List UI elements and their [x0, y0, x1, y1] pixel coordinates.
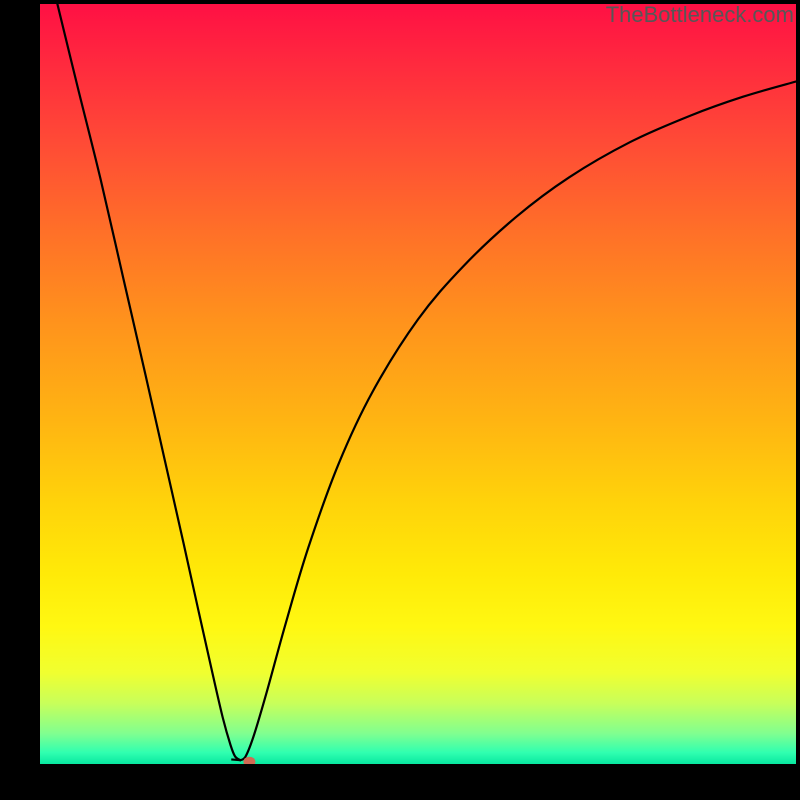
curve-left-branch	[57, 4, 240, 760]
curve-right-branch	[240, 82, 796, 761]
bottleneck-curve	[40, 4, 796, 764]
curve-dip-flat	[231, 759, 240, 760]
chart-root: TheBottleneck.com	[0, 0, 800, 800]
watermark-text: TheBottleneck.com	[606, 2, 794, 28]
